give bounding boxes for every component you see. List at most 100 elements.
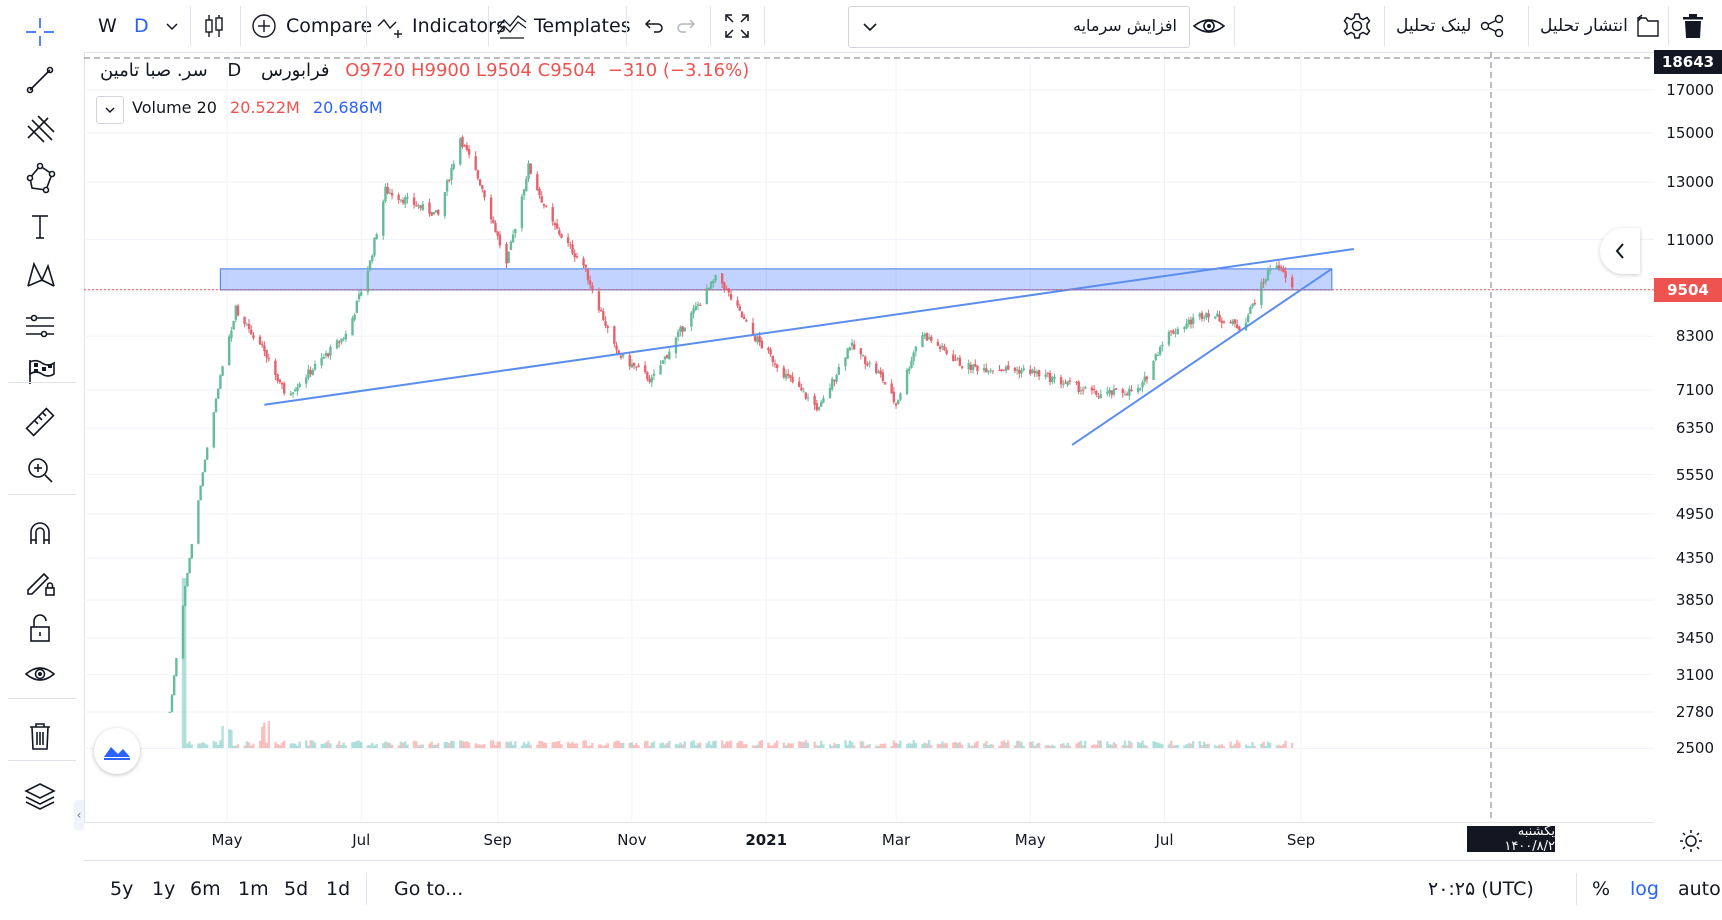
candle-body	[897, 399, 900, 405]
unlock-icon[interactable]	[20, 608, 60, 648]
candle-body	[525, 179, 528, 192]
templates-button[interactable]: Templates	[496, 0, 631, 52]
volume-bar	[335, 744, 339, 748]
volume-bar	[892, 740, 896, 748]
trend-line-icon[interactable]	[20, 60, 60, 100]
candle-body	[1090, 387, 1094, 391]
visibility-button[interactable]	[1192, 0, 1226, 52]
redo-button[interactable]	[676, 0, 700, 52]
volume-bar	[800, 741, 803, 748]
eye-icon[interactable]	[20, 654, 60, 694]
log-toggle[interactable]: log	[1630, 861, 1659, 917]
crosshair-icon[interactable]	[20, 12, 60, 52]
candle-body	[397, 194, 400, 200]
candle-body	[232, 320, 235, 330]
link-analysis-button[interactable]: لینک تحلیل	[1396, 0, 1505, 52]
percent-toggle[interactable]: %	[1592, 861, 1610, 917]
candle-body	[1031, 369, 1034, 373]
candle-body	[974, 364, 977, 367]
toolbar-divider	[1668, 6, 1669, 46]
candle-body	[432, 212, 436, 215]
range-1d-button[interactable]: 1d	[326, 861, 350, 917]
volume-label: Volume 20	[132, 98, 217, 117]
delete-button[interactable]	[1680, 0, 1706, 52]
candle-body	[1205, 312, 1208, 318]
volume-bar	[401, 742, 405, 748]
trash-icon[interactable]	[20, 716, 60, 756]
volume-bar	[1282, 744, 1285, 748]
candle-body	[1198, 313, 1201, 317]
compare-button[interactable]: Compare	[250, 0, 372, 52]
logo-button[interactable]	[94, 728, 140, 774]
volume-bar	[945, 743, 948, 748]
volume-bar	[1053, 745, 1056, 748]
volume-bar	[197, 743, 200, 748]
layers-icon[interactable]	[20, 776, 60, 816]
candle-body	[769, 349, 772, 355]
xabcd-pattern-icon[interactable]	[20, 256, 60, 296]
candle-body	[247, 323, 251, 330]
auto-toggle[interactable]: auto	[1678, 861, 1721, 917]
pattern-icon[interactable]	[20, 158, 60, 198]
fullscreen-button[interactable]	[722, 0, 752, 52]
candle-body	[923, 334, 926, 337]
chart-pane[interactable]	[84, 52, 1654, 822]
magnet-icon[interactable]	[20, 514, 60, 554]
icon-flag-icon[interactable]	[20, 352, 60, 392]
undo-button[interactable]	[640, 0, 664, 52]
candle-body	[1099, 394, 1102, 399]
ruler-icon[interactable]	[20, 402, 60, 442]
volume-bar	[465, 741, 469, 748]
bottom-toolbar: 5y 1y 6m 1m 5d 1d Go to... ۲۰:۲۵ (UTC) %…	[84, 860, 1722, 920]
chart-settings-button[interactable]	[1674, 826, 1708, 856]
collapse-toolbar-button[interactable]: ‹	[74, 800, 84, 830]
candle-body	[602, 311, 605, 321]
range-5d-button[interactable]: 5d	[284, 861, 308, 917]
toolbar-divider	[8, 760, 76, 761]
candle-body	[1282, 268, 1285, 272]
indicators-button[interactable]: Indicators	[376, 0, 506, 52]
volume-bar	[234, 745, 238, 748]
time-axis-label: Jul	[1155, 831, 1174, 849]
trendline-drawings[interactable]	[264, 248, 1354, 446]
volume-bar	[663, 744, 667, 748]
candle-body	[837, 367, 841, 375]
price-axis-label: 13000	[1666, 173, 1714, 192]
range-5y-button[interactable]: 5y	[110, 861, 133, 917]
candle-body	[938, 346, 942, 349]
volume-bar	[837, 743, 841, 748]
symbol-name[interactable]: سر. صبا تامین	[100, 60, 208, 81]
price-axis[interactable]: 17000 15000 13000 11000 8300 7100 6350 5550 4950…	[1654, 52, 1722, 822]
chart-type-button[interactable]	[200, 0, 228, 52]
volume-bar	[1064, 745, 1067, 748]
collapse-legend-button[interactable]	[96, 96, 124, 124]
volume-bar	[1253, 745, 1256, 748]
candle-body	[987, 371, 990, 373]
prediction-tools-icon[interactable]	[20, 306, 60, 346]
candle-body	[1200, 312, 1204, 319]
right-panel-toggle[interactable]	[1600, 228, 1640, 274]
settings-button[interactable]	[1342, 0, 1372, 52]
pitchfork-icon[interactable]	[20, 110, 60, 150]
range-1y-button[interactable]: 1y	[152, 861, 175, 917]
publish-analysis-button[interactable]: انتشار تحلیل	[1540, 0, 1662, 52]
candle-body	[899, 393, 902, 400]
volume-bar	[443, 741, 447, 748]
zoom-in-icon[interactable]	[20, 450, 60, 490]
interval-daily-button[interactable]: D	[134, 0, 149, 52]
timezone-button[interactable]: ۲۰:۲۵ (UTC)	[1428, 861, 1534, 917]
study-select[interactable]: افزایش سرمایه	[848, 6, 1190, 48]
range-1m-button[interactable]: 1m	[238, 861, 269, 917]
range-6m-button[interactable]: 6m	[190, 861, 221, 917]
interval-dropdown-button[interactable]	[164, 0, 180, 52]
volume-bar	[555, 741, 559, 748]
volume-bar	[1048, 745, 1052, 748]
goto-button[interactable]: Go to...	[394, 861, 463, 917]
candle-body	[822, 398, 825, 403]
lock-drawing-icon[interactable]	[20, 562, 60, 602]
time-axis[interactable]: May Jul Sep Nov 2021 Mar May Jul Sep	[84, 822, 1654, 861]
text-icon[interactable]	[20, 206, 60, 246]
interval-weekly-button[interactable]: W	[98, 0, 117, 52]
zone-rectangle-drawing[interactable]	[219, 268, 1333, 291]
candle-body	[245, 324, 249, 326]
